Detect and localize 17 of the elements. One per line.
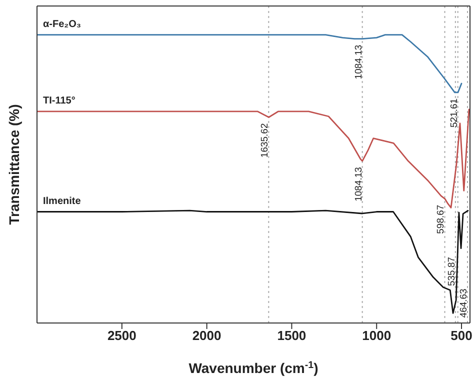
y-axis-title: Transmittance (%)	[6, 104, 22, 225]
x-tick-label: 1500	[277, 328, 306, 344]
annotation: 1635.62	[260, 123, 271, 158]
x-tick-label: 500	[450, 328, 472, 344]
annotation: 464.63	[458, 288, 470, 318]
annotation: 1084.13	[353, 167, 364, 202]
series-label: α-Fe₂O₃	[43, 18, 82, 30]
series-label: TI-115°	[43, 95, 76, 106]
x-tick-label: 2500	[107, 328, 136, 344]
x-tick-label: 1000	[362, 328, 392, 344]
series-label: Ilmenite	[43, 196, 82, 207]
x-axis-title: Wavenumber (cm$^{-1}$)	[188, 360, 318, 376]
annotation: 535.87	[446, 256, 458, 286]
annotation: 598.67	[436, 204, 447, 234]
x-tick-label: 2000	[192, 328, 222, 344]
annotation: 521.61	[448, 98, 460, 128]
annotation: 1084.13	[353, 44, 364, 80]
